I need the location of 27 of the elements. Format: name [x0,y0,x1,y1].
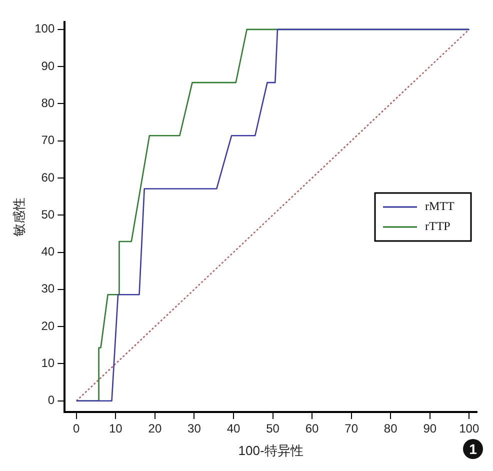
x-tick-label: 60 [305,422,320,436]
y-tick-label: 0 [48,393,55,408]
y-axis-title: 敏感性 [11,198,26,236]
y-tick-label: 30 [41,282,55,296]
x-axis-title: 100-特异性 [238,442,304,458]
x-tick-label: 70 [344,422,358,436]
x-tick-label: 30 [188,422,202,436]
x-tick-label: 0 [73,422,80,436]
y-tick-label: 20 [41,318,55,333]
x-tick-label: 100 [459,422,480,436]
x-tick-label: 20 [148,422,162,436]
x-tick-label: 90 [423,422,437,436]
y-tick-label: 90 [41,58,55,73]
y-tick-label: 40 [41,244,55,259]
y-tick-label: 10 [41,356,55,370]
x-tick-label: 50 [266,422,280,436]
x-tick-label: 10 [109,422,123,436]
y-tick-label: 70 [41,133,55,148]
text: 1 [463,439,483,459]
y-tick-label: 100 [34,22,55,36]
y-tick-label: 80 [41,96,55,110]
y-tick-label: 60 [41,170,55,184]
legend-label: rMTT [425,199,455,214]
y-tick-label: 50 [41,207,55,222]
legend-label: rTTP [425,219,451,234]
x-tick-label: 40 [226,422,240,436]
x-tick-label: 80 [384,422,398,436]
